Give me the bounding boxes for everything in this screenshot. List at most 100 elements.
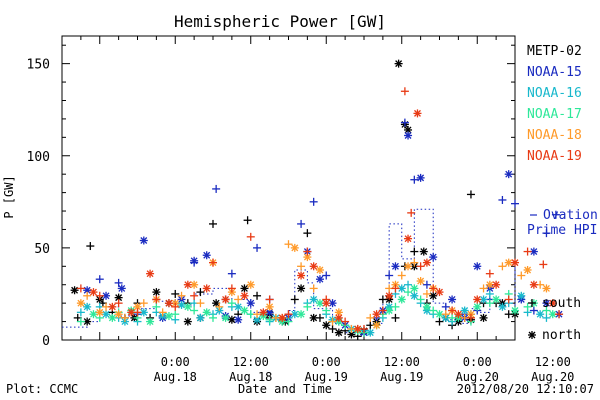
south-marker bbox=[139, 299, 148, 308]
south-marker bbox=[309, 197, 318, 206]
x-tick-label-date: Aug.20 bbox=[456, 370, 499, 384]
south-marker bbox=[86, 242, 95, 251]
north-marker bbox=[259, 308, 268, 317]
north-marker bbox=[334, 313, 343, 322]
north-marker bbox=[117, 284, 126, 293]
south-marker bbox=[410, 258, 419, 267]
north-marker bbox=[511, 306, 519, 315]
south-marker bbox=[227, 299, 236, 308]
plot-frame bbox=[61, 35, 516, 341]
north-marker bbox=[372, 321, 381, 330]
y-tick-label: 50 bbox=[34, 242, 50, 257]
north-marker bbox=[95, 308, 104, 317]
south-marker bbox=[265, 295, 274, 304]
north-marker bbox=[422, 302, 431, 311]
x-tick-label-time: 12:00 bbox=[384, 355, 420, 369]
south-marker bbox=[555, 310, 564, 319]
legend-symbol-south: south bbox=[542, 296, 581, 311]
north-marker bbox=[76, 299, 85, 308]
north-marker bbox=[315, 299, 324, 308]
south-marker bbox=[485, 269, 494, 278]
south-marker bbox=[529, 306, 538, 315]
south-marker bbox=[391, 284, 400, 293]
south-marker bbox=[542, 306, 551, 315]
north-marker bbox=[391, 262, 400, 271]
legend-entry-noaa-16: NOAA-16 bbox=[527, 86, 582, 101]
north-marker bbox=[221, 295, 230, 304]
north-marker bbox=[234, 315, 243, 324]
north-marker bbox=[528, 331, 536, 339]
south-marker bbox=[551, 210, 560, 219]
north-marker bbox=[202, 284, 211, 293]
south-marker bbox=[290, 295, 299, 304]
south-marker bbox=[328, 324, 337, 333]
north-marker bbox=[523, 265, 532, 274]
plot-axes: 0501001500:00Aug.1812:00Aug.180:00Aug.19… bbox=[27, 35, 574, 384]
legend: METP-02 NOAA-15 NOAA-16 NOAA-17 NOAA-18 NOAA-… bbox=[527, 44, 598, 343]
south-marker bbox=[246, 232, 255, 241]
south-marker bbox=[523, 247, 532, 256]
south-marker bbox=[209, 313, 217, 322]
y-tick-label: 150 bbox=[27, 58, 50, 73]
south-marker bbox=[190, 291, 199, 300]
north-marker bbox=[196, 313, 205, 322]
south-marker bbox=[400, 118, 409, 127]
south-marker bbox=[404, 288, 413, 297]
south-marker bbox=[523, 302, 532, 311]
north-marker bbox=[265, 302, 274, 311]
legend-ovation-label-1: Ovation bbox=[543, 208, 598, 223]
north-marker bbox=[315, 265, 324, 274]
north-marker bbox=[108, 302, 117, 311]
north-marker bbox=[183, 280, 192, 289]
north-marker bbox=[435, 288, 444, 297]
north-marker bbox=[221, 313, 230, 322]
y-axis-label: P [GW] bbox=[2, 175, 16, 218]
legend-symbol-north: north bbox=[542, 328, 581, 343]
north-marker bbox=[89, 288, 98, 297]
south-marker bbox=[504, 295, 513, 304]
north-marker bbox=[246, 299, 255, 308]
north-marker bbox=[454, 310, 463, 319]
north-marker bbox=[404, 262, 413, 271]
south-marker bbox=[391, 313, 400, 322]
north-marker bbox=[322, 299, 331, 308]
south-marker bbox=[114, 299, 123, 308]
south-marker bbox=[429, 284, 438, 293]
north-marker bbox=[366, 328, 375, 337]
south-marker bbox=[253, 291, 262, 300]
x-tick-label-date: Aug.18 bbox=[154, 370, 197, 384]
south-marker bbox=[95, 275, 104, 284]
south-marker bbox=[309, 284, 318, 293]
north-marker bbox=[504, 258, 513, 267]
legend-entry-noaa-15: NOAA-15 bbox=[527, 65, 582, 80]
north-marker bbox=[309, 295, 318, 304]
north-marker bbox=[202, 308, 211, 317]
legend-entry-noaa-19: NOAA-19 bbox=[527, 149, 582, 164]
south-marker bbox=[385, 271, 394, 280]
north-marker bbox=[473, 302, 482, 311]
y-tick-label: 0 bbox=[42, 334, 50, 349]
south-marker bbox=[448, 306, 457, 315]
south-marker bbox=[422, 280, 431, 289]
south-marker bbox=[303, 302, 312, 311]
north-marker bbox=[322, 321, 331, 330]
south-marker bbox=[76, 284, 85, 293]
south-marker bbox=[407, 208, 416, 217]
north-marker bbox=[183, 317, 192, 326]
x-tick-label-date: Aug.20 bbox=[531, 370, 574, 384]
south-marker bbox=[243, 216, 252, 225]
south-marker bbox=[209, 219, 217, 228]
south-marker bbox=[498, 262, 507, 271]
south-marker bbox=[177, 291, 186, 300]
north-marker bbox=[416, 277, 425, 286]
south-marker bbox=[297, 219, 306, 228]
north-marker bbox=[315, 275, 324, 284]
north-marker bbox=[246, 280, 255, 289]
south-marker bbox=[120, 313, 129, 322]
north-marker bbox=[152, 288, 161, 297]
south-marker bbox=[253, 243, 262, 252]
south-marker bbox=[95, 291, 104, 300]
north-marker bbox=[419, 247, 428, 256]
data-markers bbox=[70, 59, 564, 341]
chart-title: Hemispheric Power [GW] bbox=[174, 12, 386, 31]
